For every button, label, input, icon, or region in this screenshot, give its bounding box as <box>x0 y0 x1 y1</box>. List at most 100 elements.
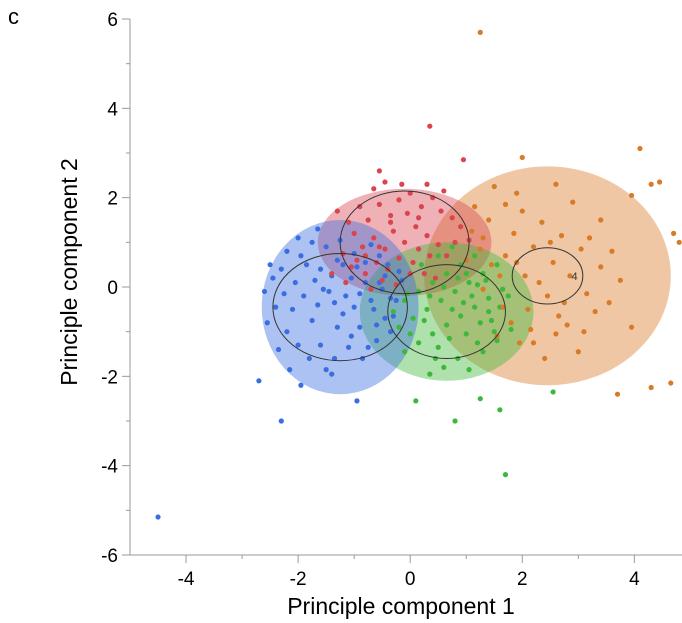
point-red <box>382 179 388 185</box>
point-green <box>469 293 475 299</box>
point-blue <box>303 262 310 268</box>
point-green <box>432 355 439 362</box>
point-blue <box>281 291 287 297</box>
point-green <box>458 313 464 319</box>
point-blue <box>275 346 282 353</box>
point-blue <box>309 317 315 324</box>
point-green <box>421 317 427 324</box>
point-blue <box>256 378 262 384</box>
point-red <box>371 235 377 241</box>
point-green <box>477 320 483 326</box>
point-red <box>376 201 382 207</box>
point-blue <box>334 257 340 263</box>
point-green <box>441 284 447 290</box>
point-blue <box>357 291 363 297</box>
point-orange <box>528 326 534 333</box>
point-green <box>466 279 472 286</box>
y-tick-label: -2 <box>101 367 118 388</box>
point-green <box>491 329 497 335</box>
point-blue <box>323 244 329 250</box>
point-blue <box>345 344 352 350</box>
x-tick-label: -2 <box>290 569 307 590</box>
point-blue <box>315 226 321 232</box>
point-orange <box>500 304 506 310</box>
point-orange <box>469 228 475 234</box>
point-blue <box>373 322 380 328</box>
point-orange <box>553 181 559 187</box>
panel-label: c <box>8 4 19 29</box>
point-orange <box>581 329 587 335</box>
cluster-ellipse-green <box>359 242 534 381</box>
point-orange <box>511 230 517 236</box>
point-orange <box>578 246 584 252</box>
point-blue <box>340 311 346 317</box>
point-red <box>379 277 385 283</box>
point-blue <box>385 262 391 268</box>
point-green <box>508 326 514 333</box>
point-green <box>449 306 455 312</box>
point-orange <box>550 259 556 266</box>
point-red <box>449 215 455 221</box>
point-blue <box>317 266 324 272</box>
point-blue <box>334 324 340 330</box>
point-blue <box>289 306 296 312</box>
point-orange <box>670 230 677 236</box>
point-blue <box>351 304 357 310</box>
point-orange <box>575 349 581 355</box>
cluster-circles: 4 <box>272 190 584 362</box>
point-orange <box>519 154 525 161</box>
point-orange <box>514 190 520 196</box>
point-blue <box>348 275 354 281</box>
point-blue <box>301 293 307 299</box>
y-tick-label: 2 <box>107 189 118 210</box>
point-red <box>413 224 419 230</box>
point-green <box>427 293 433 299</box>
point-blue <box>309 239 315 245</box>
point-green <box>550 389 556 395</box>
point-red <box>359 244 366 250</box>
point-green <box>460 300 467 306</box>
point-green <box>444 271 450 277</box>
point-blue <box>155 514 161 520</box>
point-blue <box>340 262 346 268</box>
point-green <box>488 317 495 324</box>
point-red <box>334 208 340 214</box>
point-red <box>354 257 360 263</box>
point-blue <box>306 355 312 362</box>
point-green <box>407 331 413 337</box>
point-red <box>396 255 402 261</box>
point-green <box>401 349 408 355</box>
point-green <box>416 340 422 346</box>
point-blue <box>368 297 374 303</box>
point-red <box>387 219 394 225</box>
cluster-circle-blue <box>272 253 408 362</box>
point-red <box>441 188 447 194</box>
point-green <box>502 472 509 478</box>
point-orange <box>530 340 537 346</box>
point-blue <box>326 288 332 295</box>
point-orange <box>609 248 615 254</box>
point-blue <box>298 382 304 388</box>
cluster-circle-orange <box>511 247 584 305</box>
point-orange <box>598 217 604 223</box>
point-orange <box>542 355 548 362</box>
point-blue <box>270 275 276 281</box>
point-green <box>438 297 444 303</box>
point-green <box>463 271 469 277</box>
point-green <box>477 396 483 402</box>
y-tick-label: 6 <box>107 10 118 31</box>
point-green <box>480 271 486 277</box>
point-orange <box>522 273 528 279</box>
point-red <box>396 197 402 203</box>
point-red <box>329 271 335 277</box>
point-blue <box>315 302 321 308</box>
point-orange <box>547 239 553 245</box>
point-red <box>390 228 396 234</box>
point-green <box>466 367 472 373</box>
point-green <box>486 295 492 301</box>
point-blue <box>287 367 293 373</box>
point-blue <box>343 293 349 299</box>
point-red <box>362 271 368 277</box>
point-red <box>438 208 444 214</box>
point-orange <box>617 277 623 283</box>
